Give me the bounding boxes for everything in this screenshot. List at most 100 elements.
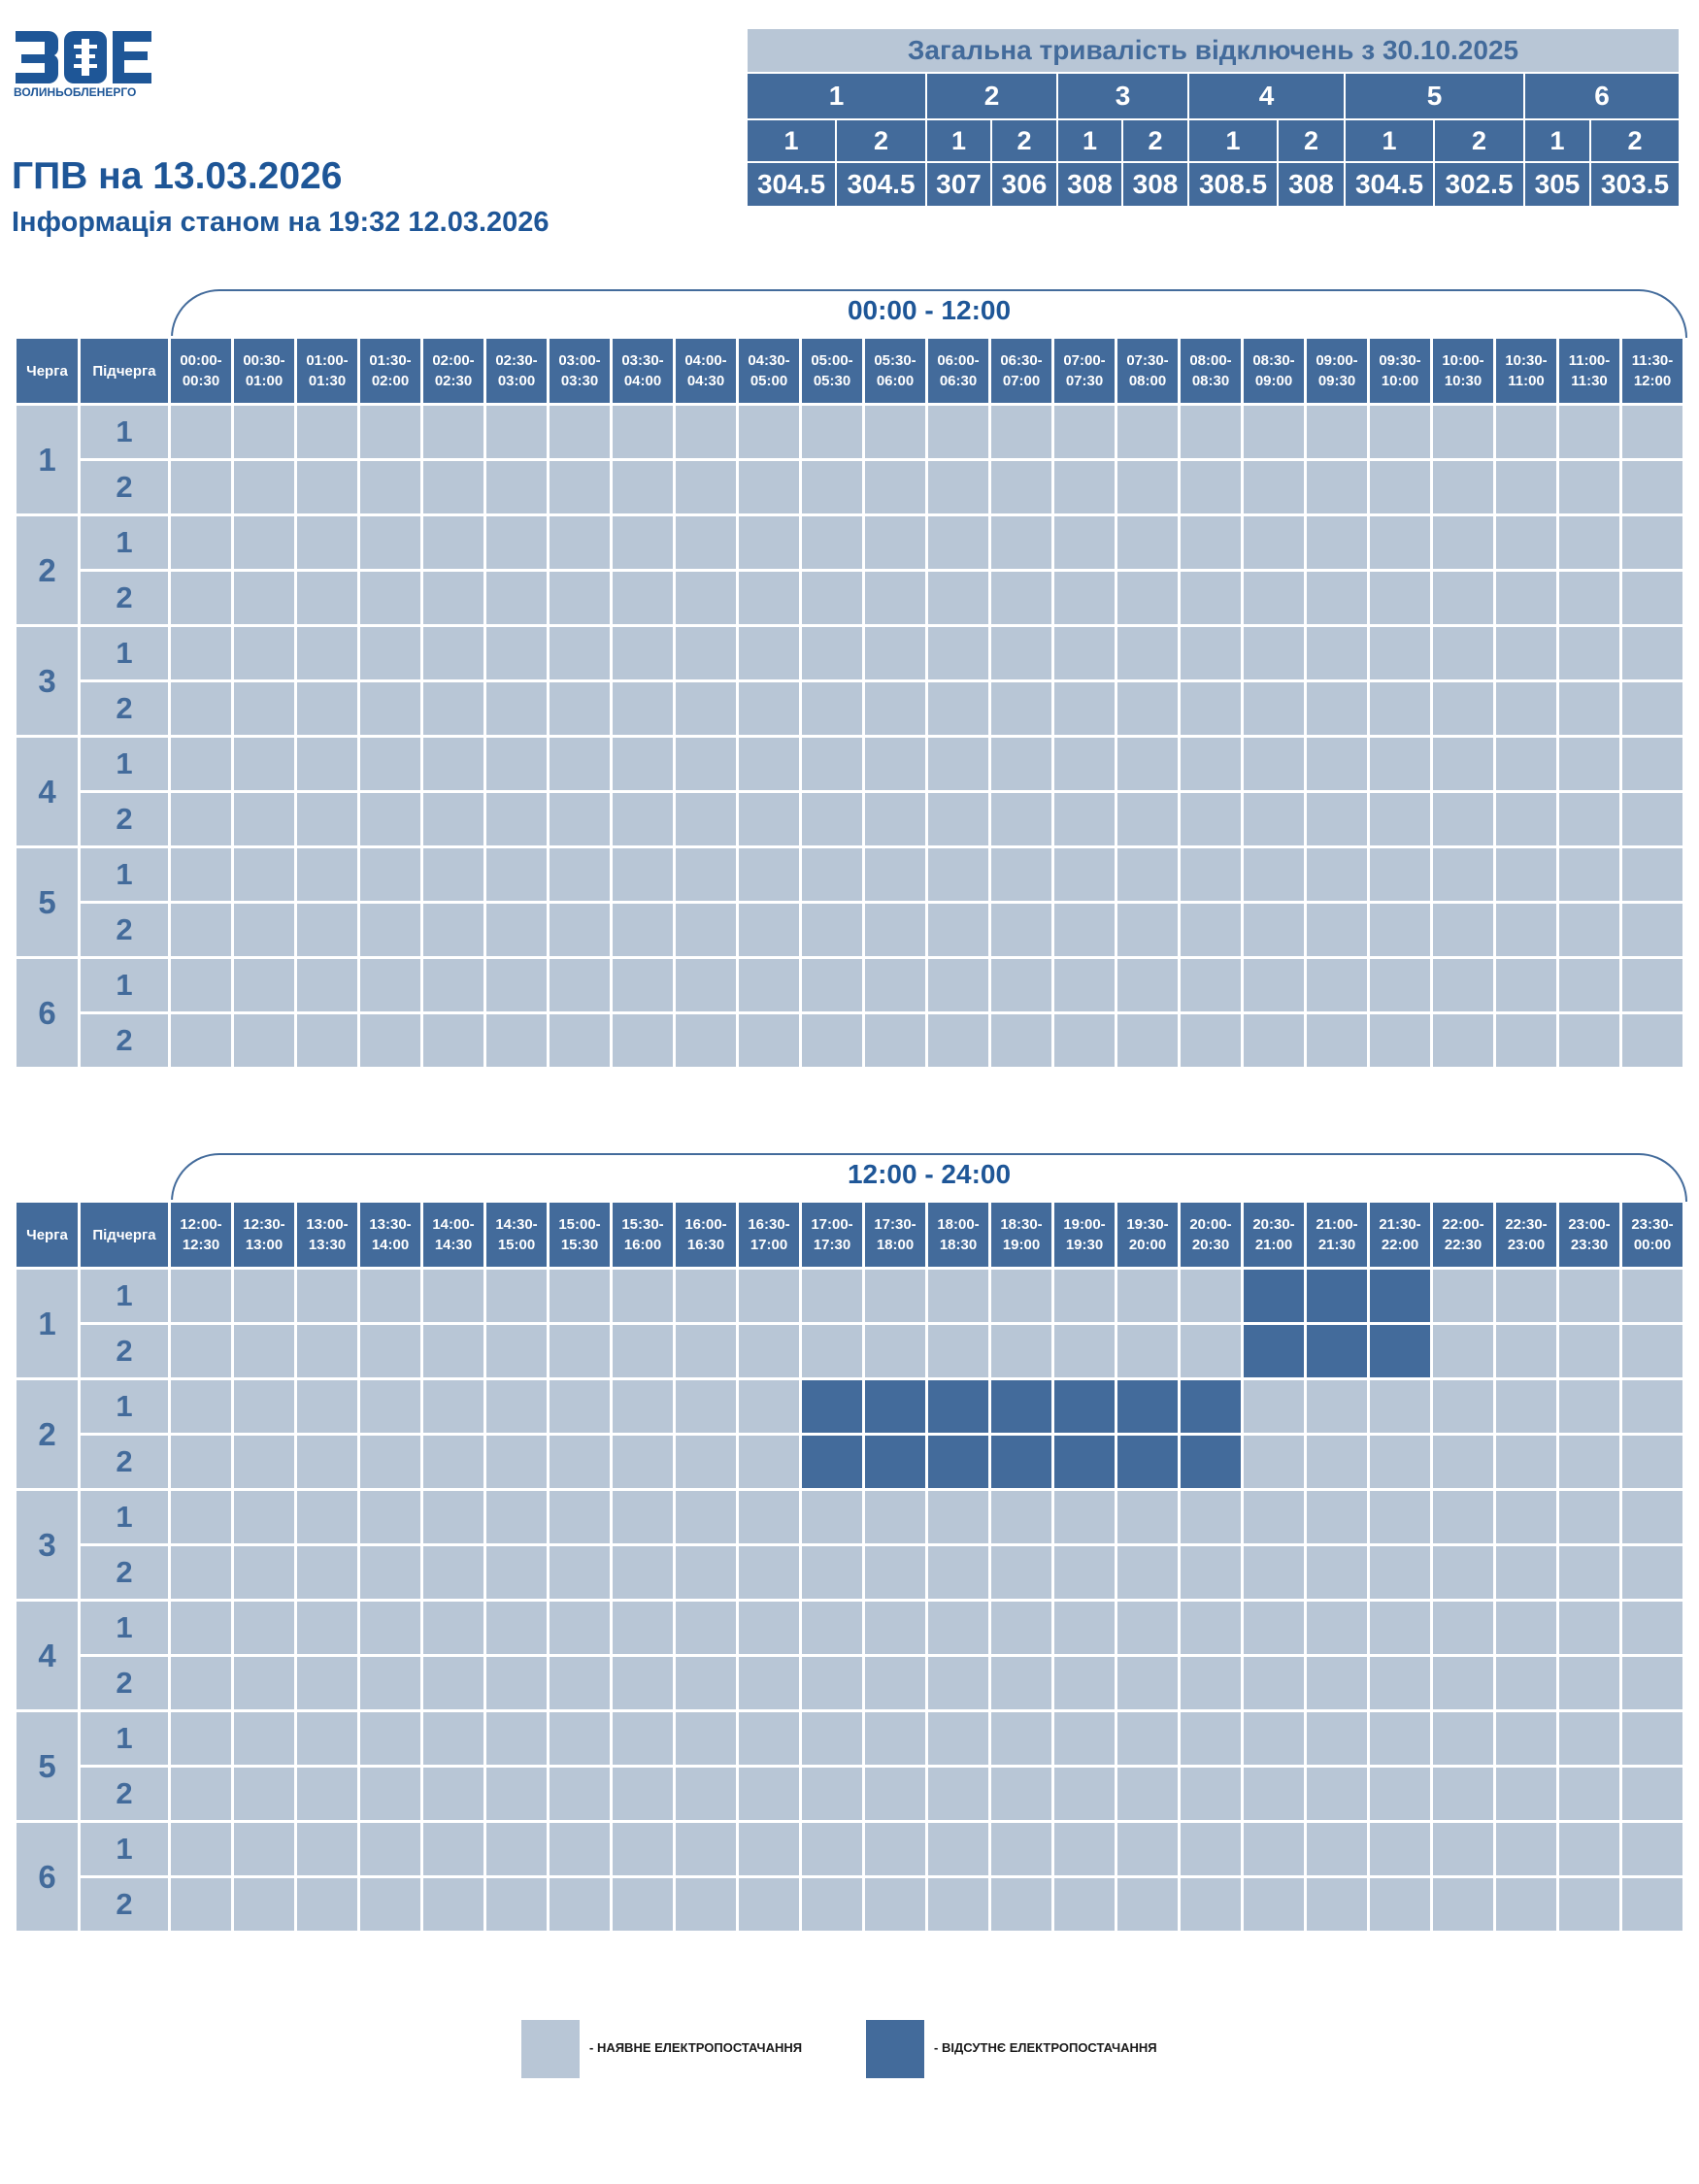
supply-cell [1493, 1543, 1559, 1602]
time-slot-header: 14:00- 14:30 [420, 1200, 486, 1270]
time-slot-end: 19:00 [1002, 1237, 1041, 1253]
supply-cell [988, 1654, 1054, 1712]
range-label: 00:00 - 12:00 [847, 295, 1012, 325]
supply-cell [1304, 403, 1370, 461]
supply-cell [1556, 1267, 1622, 1325]
supply-cell [168, 1654, 234, 1712]
supply-cell [1304, 513, 1370, 572]
supply-cell [988, 569, 1054, 627]
time-slot-end: 13:30 [308, 1237, 347, 1253]
supply-cell [862, 403, 928, 461]
schedule-row: 2 [16, 790, 1685, 848]
queue-label: 2 [14, 1377, 81, 1491]
supply-cell [673, 901, 739, 959]
supply-cell [925, 1488, 991, 1546]
supply-cell [483, 1488, 550, 1546]
supply-cell [673, 513, 739, 572]
supply-cell [1115, 1543, 1181, 1602]
supply-cell [736, 1267, 802, 1325]
supply-cell [1051, 458, 1117, 516]
supply-cell [1430, 679, 1496, 738]
supply-cell [610, 1654, 676, 1712]
time-slot-start: 03:00- [558, 352, 601, 369]
time-slot-end: 13:00 [245, 1237, 283, 1253]
supply-cell [1304, 1820, 1370, 1878]
supply-cell [1178, 624, 1244, 682]
supply-cell [1304, 1011, 1370, 1070]
supply-cell [1493, 458, 1559, 516]
supply-cell [988, 1011, 1054, 1070]
time-slot-end: 11:00 [1508, 373, 1545, 389]
supply-cell [1493, 403, 1559, 461]
supply-cell [988, 1820, 1054, 1878]
supply-cell [610, 1543, 676, 1602]
time-slot-start: 10:30- [1505, 352, 1548, 369]
supply-cell [1556, 1820, 1622, 1878]
supply-cell [988, 1322, 1054, 1380]
supply-cell [168, 1267, 234, 1325]
queue-label: 3 [14, 1488, 81, 1602]
time-slot-start: 00:30- [243, 352, 285, 369]
supply-cell [1493, 901, 1559, 959]
supply-cell [1430, 403, 1496, 461]
queue-label: 5 [14, 1709, 81, 1823]
time-slot-header: 16:00- 16:30 [673, 1200, 739, 1270]
supply-cell [357, 1765, 423, 1823]
supply-cell [420, 1377, 486, 1436]
supply-cell [231, 624, 297, 682]
logo-caption: ВОЛИНЬОБЛЕНЕРГО [14, 85, 137, 99]
summary-queue-header: 1 [746, 72, 927, 120]
time-slot-start: 22:30- [1505, 1216, 1548, 1233]
supply-cell [357, 901, 423, 959]
time-slot-end: 19:30 [1065, 1237, 1104, 1253]
supply-cell [168, 513, 234, 572]
time-slot-end: 14:00 [371, 1237, 410, 1253]
supply-cell [547, 956, 613, 1014]
subqueue-label: 2 [78, 901, 171, 959]
supply-cell [1051, 569, 1117, 627]
supply-cell [925, 1875, 991, 1934]
summary-queue-header: 6 [1523, 72, 1681, 120]
supply-cell [547, 1709, 613, 1768]
summary-duration-value: 306 [990, 161, 1058, 208]
supply-cell [736, 569, 802, 627]
supply-cell [1241, 1709, 1307, 1768]
supply-cell [862, 1875, 928, 1934]
summary-duration-value: 302.5 [1433, 161, 1525, 208]
subqueue-label: 2 [78, 458, 171, 516]
supply-cell [168, 1488, 234, 1546]
outage-cell [925, 1433, 991, 1491]
supply-cell [673, 403, 739, 461]
supply-cell [862, 1599, 928, 1657]
supply-cell [1556, 1322, 1622, 1380]
supply-cell [1115, 845, 1181, 904]
summary-subqueue-header: 1 [1056, 118, 1123, 163]
supply-cell [168, 1011, 234, 1070]
summary-duration-value: 308 [1277, 161, 1346, 208]
time-slot-header: 03:00- 03:30 [547, 336, 613, 406]
supply-cell [1115, 956, 1181, 1014]
time-slot-end: 12:00 [1633, 373, 1672, 389]
supply-cell [483, 513, 550, 572]
time-slot-start: 02:00- [432, 352, 475, 369]
supply-cell [1556, 1875, 1622, 1934]
supply-cell [483, 679, 550, 738]
supply-cell [547, 624, 613, 682]
supply-cell [1619, 1011, 1685, 1070]
supply-cell [1556, 1543, 1622, 1602]
supply-cell [294, 679, 360, 738]
time-slot-header: 22:00- 22:30 [1430, 1200, 1496, 1270]
supply-cell [1304, 458, 1370, 516]
supply-cell [1430, 1654, 1496, 1712]
supply-cell [357, 569, 423, 627]
summary-subqueue-header: 2 [1589, 118, 1681, 163]
supply-cell [168, 956, 234, 1014]
legend-label-on: - НАЯВНЕ ЕЛЕКТРОПОСТАЧАННЯ [589, 2040, 803, 2055]
time-slot-header: 10:00- 10:30 [1430, 336, 1496, 406]
supply-cell [1619, 1599, 1685, 1657]
supply-cell [925, 1011, 991, 1070]
supply-cell [357, 845, 423, 904]
time-slot-start: 08:30- [1252, 352, 1295, 369]
supply-cell [862, 1709, 928, 1768]
supply-cell [1430, 1543, 1496, 1602]
